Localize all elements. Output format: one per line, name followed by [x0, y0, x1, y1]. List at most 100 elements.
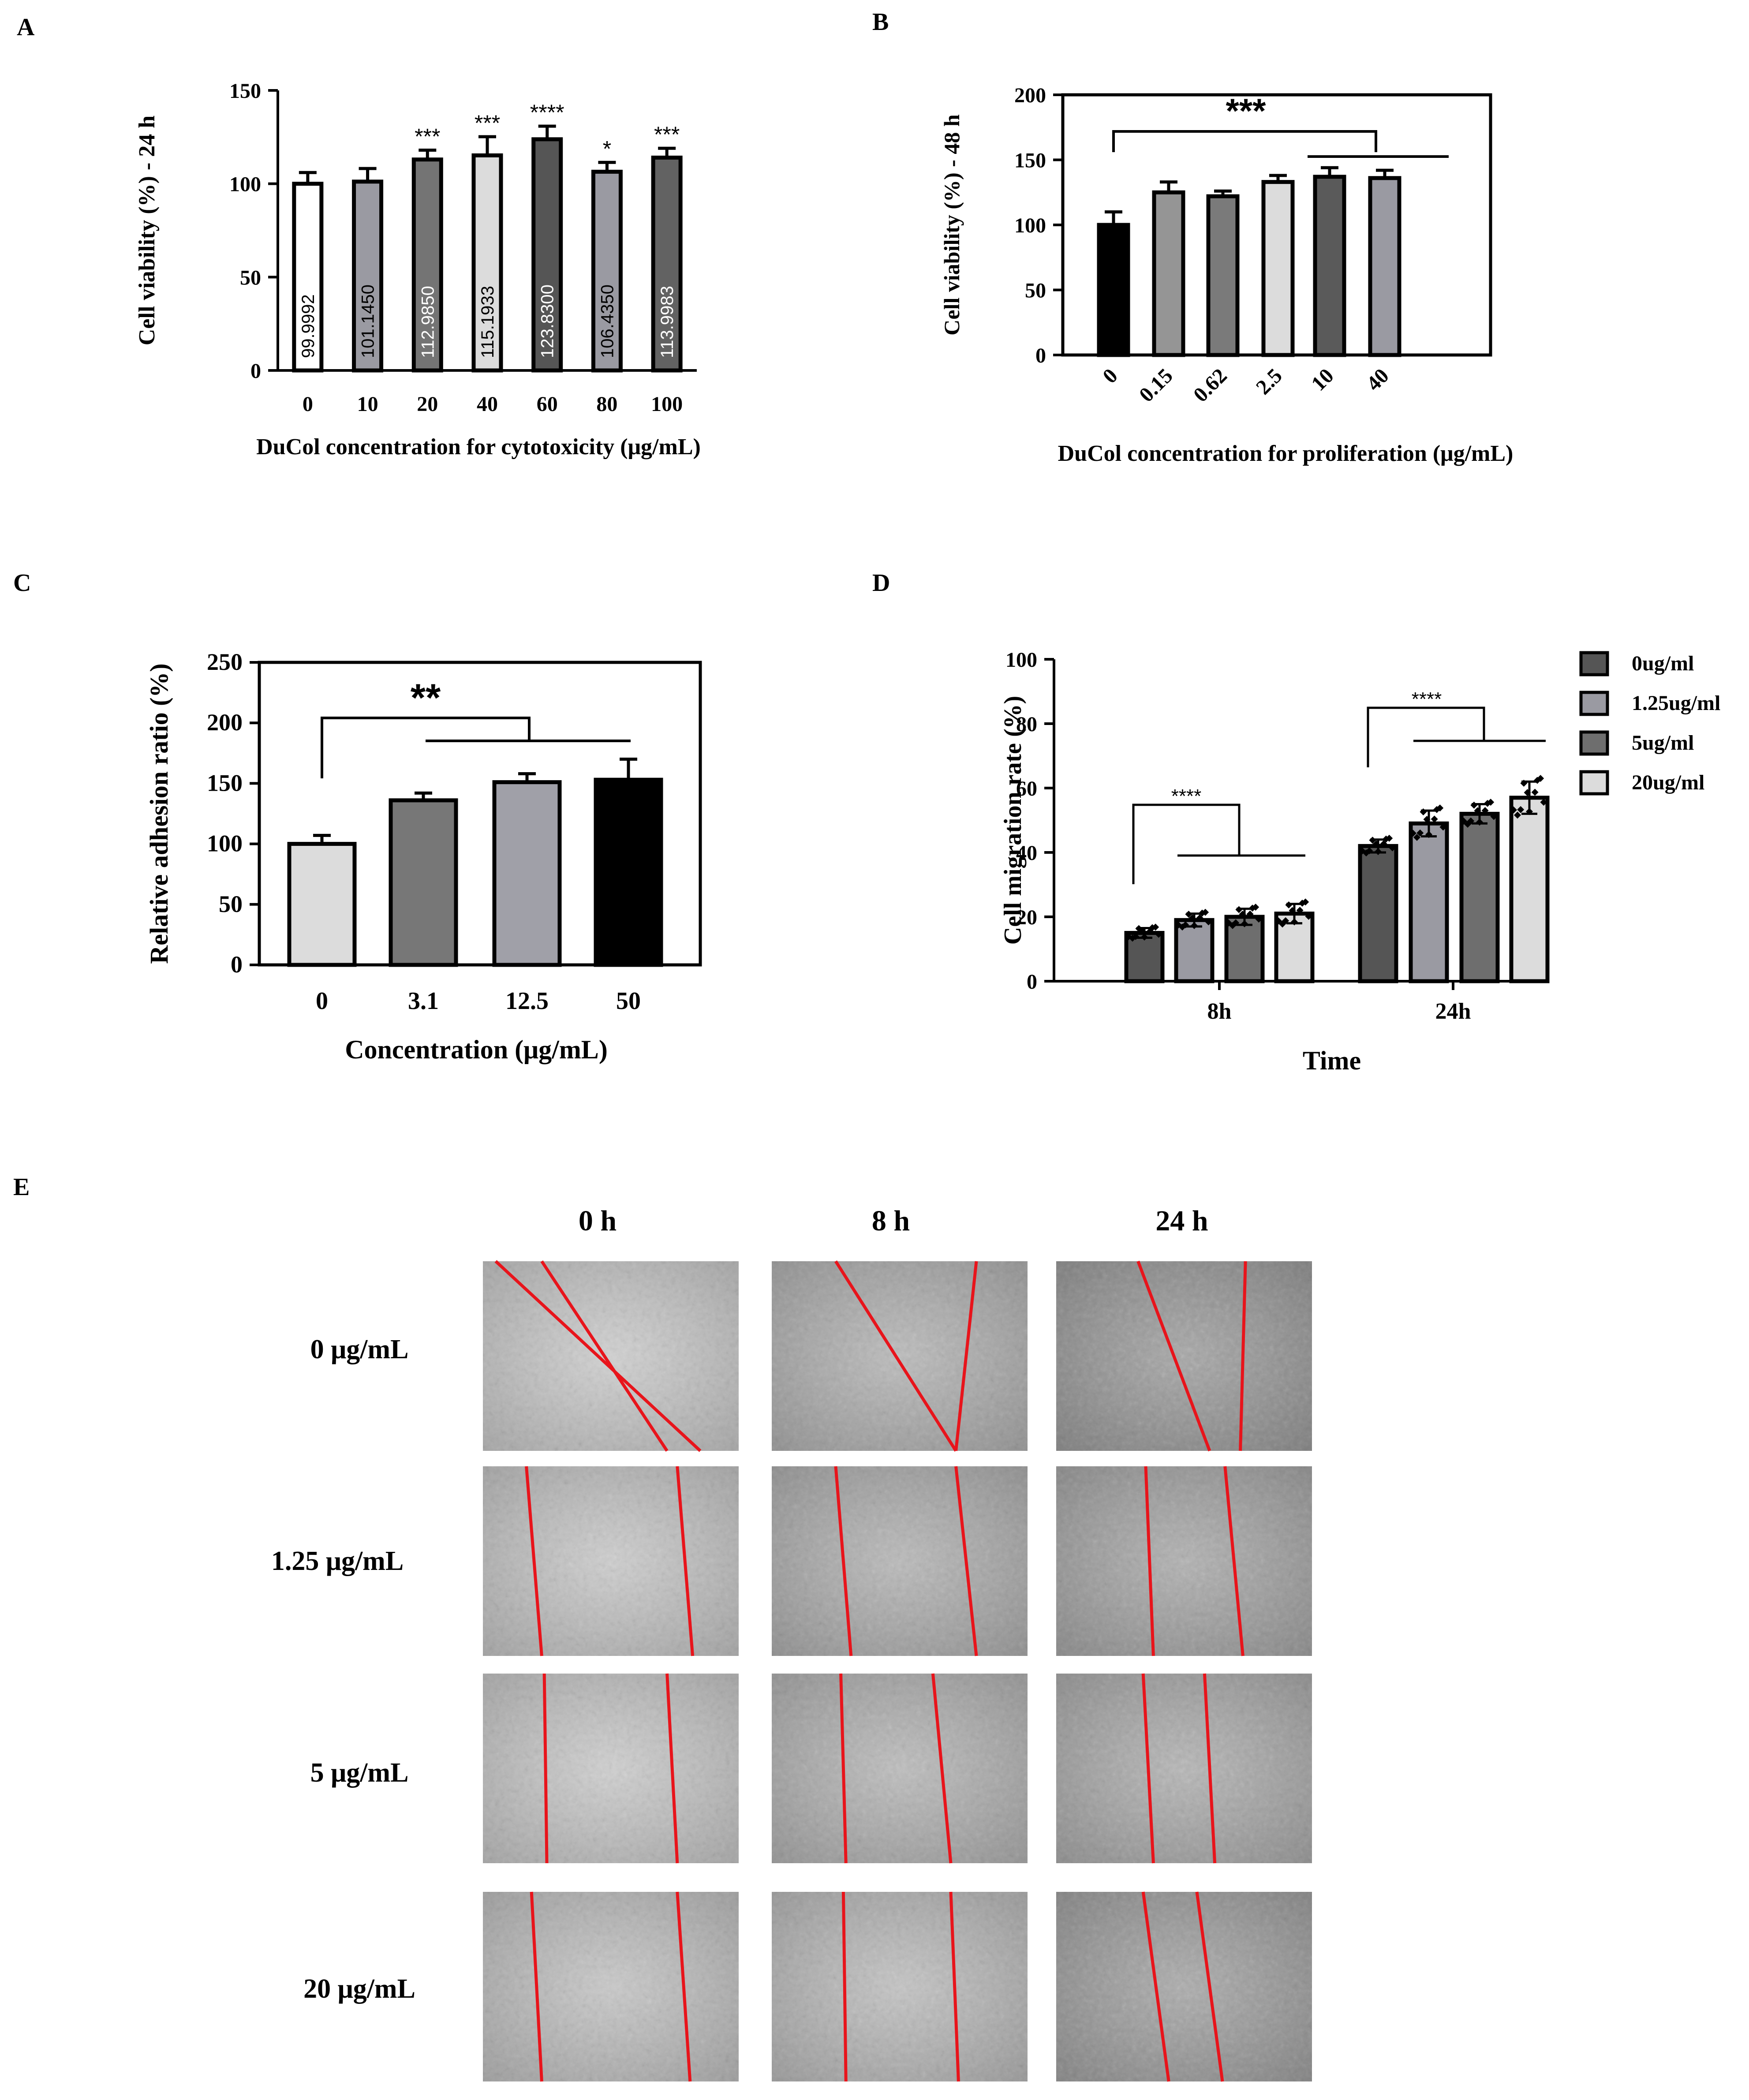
y-tick-label: 200	[1014, 84, 1046, 107]
bar	[591, 169, 623, 373]
scratch-edge-line	[954, 1261, 978, 1451]
replicate-point	[1464, 821, 1471, 828]
bar	[1174, 918, 1215, 983]
y-tick-label: 150	[1014, 149, 1046, 172]
x-tick-label: 0	[316, 987, 328, 1015]
replicate-point	[1205, 918, 1212, 926]
y-axis-title: Cell viability (%) - 24 h	[135, 116, 160, 346]
bar-value-label: 106.4350	[598, 284, 617, 358]
scratch-edge-line	[954, 1466, 978, 1656]
column-header: 8 h	[872, 1205, 910, 1237]
x-tick-label: 50	[616, 987, 641, 1015]
y-tick-label: 100	[229, 173, 261, 196]
bar	[287, 842, 357, 967]
x-tick-label: 8h	[1207, 999, 1232, 1024]
bar	[1097, 223, 1130, 357]
bar-value-label: 99.9992	[299, 294, 318, 358]
replicate-point	[1196, 914, 1203, 922]
y-tick-label: 40	[1016, 841, 1037, 865]
y-axis-title: Relative adhesion ratio (%)	[145, 663, 173, 964]
replicate-point	[1510, 806, 1517, 814]
micrograph-vignette	[483, 1466, 739, 1656]
panel-label-c: C	[13, 569, 31, 597]
y-tick-label: 150	[229, 79, 261, 103]
y-axis-title: Cell migration rate (%)	[999, 696, 1027, 945]
replicate-point	[1409, 830, 1416, 837]
bar-value-label: 115.1933	[478, 286, 497, 358]
significance-marker: *	[603, 136, 611, 161]
significance-marker: ****	[1412, 688, 1442, 710]
y-tick-label: 50	[1025, 279, 1046, 303]
legend-swatch	[1579, 651, 1609, 676]
column-header: 24 h	[1155, 1205, 1208, 1237]
replicate-point	[1460, 818, 1467, 825]
significance-bracket	[1112, 130, 1377, 152]
x-tick-label: 40	[1362, 364, 1393, 395]
replicate-point	[1155, 930, 1162, 938]
bar	[1459, 811, 1500, 983]
micrograph-vignette	[772, 1261, 1028, 1451]
y-tick-label: 50	[219, 891, 243, 917]
scratch-edge-line	[676, 1466, 695, 1656]
x-tick-label: 100	[651, 392, 683, 416]
bar	[1368, 176, 1401, 357]
x-tick-label: 60	[537, 392, 558, 416]
chart-c-adhesion: 0 50 100 150 200 250 Relative adhesion ratio (…	[145, 649, 702, 1064]
legend-label: 1.25ug/ml	[1632, 691, 1720, 715]
x-tick-label: 20	[417, 392, 438, 416]
significance-marker: **	[411, 676, 441, 719]
x-tick-label: 3.1	[408, 987, 439, 1015]
x-tick-label: 12.5	[505, 987, 549, 1015]
x-tick-label: 0.62	[1189, 364, 1232, 407]
y-tick-label: 80	[1016, 713, 1037, 736]
replicate-point	[1416, 829, 1424, 837]
significance-marker: ***	[654, 122, 680, 147]
legend-label: 5ug/ml	[1632, 731, 1694, 755]
x-axis-title: DuCol concentration for proliferation (μ…	[1058, 441, 1514, 466]
significance-marker: ***	[415, 124, 440, 149]
replicate-point	[1363, 849, 1370, 857]
replicate-point	[1296, 907, 1304, 914]
plot-frame	[258, 661, 702, 967]
row-header: 1.25 μg/mL	[271, 1546, 404, 1576]
legend-swatch	[1579, 691, 1609, 716]
replicate-point	[1305, 912, 1312, 920]
scratch-edge-line	[1141, 1673, 1155, 1864]
scratch-edge-line	[931, 1673, 953, 1864]
replicate-point	[1179, 923, 1186, 931]
micrograph-vignette	[483, 1261, 739, 1451]
scratch-edge-line	[676, 1891, 692, 2082]
panel-e-scratch-assay: 0 h 8 h 24 h 0 μg/mL 1.25 μg/mL 5 μg/mL 20 μg/…	[271, 1205, 1312, 2082]
micrograph-vignette	[1056, 1674, 1312, 1863]
bar	[1206, 194, 1240, 357]
micrograph-vignette	[1056, 1261, 1312, 1451]
x-tick-label: 2.5	[1252, 364, 1287, 399]
y-tick-label: 150	[207, 770, 243, 796]
row-header: 5 μg/mL	[310, 1758, 409, 1788]
bar	[1313, 175, 1346, 357]
x-tick-label: 24h	[1435, 999, 1471, 1024]
replicate-point	[1389, 844, 1396, 852]
replicate-point	[1540, 799, 1547, 806]
bar	[531, 137, 563, 373]
scratch-edge-line	[834, 1260, 957, 1452]
bar-value-label: 101.1450	[359, 284, 378, 358]
bar-value-label: 113.9983	[658, 286, 677, 358]
replicate-point	[1431, 815, 1438, 823]
panel-label-a: A	[17, 14, 35, 41]
bar	[1409, 821, 1449, 983]
row-header: 20 μg/mL	[303, 1974, 415, 2004]
bar	[651, 155, 683, 373]
replicate-point	[1517, 806, 1525, 813]
replicate-point	[1275, 917, 1282, 925]
y-tick-label: 0	[1035, 344, 1046, 367]
scratch-edge-line	[540, 1260, 669, 1452]
micrograph-vignette	[483, 1892, 739, 2081]
x-tick-label: 0.15	[1135, 364, 1177, 407]
legend-label: 0ug/ml	[1632, 652, 1694, 675]
scratch-edge-line	[1195, 1891, 1224, 2082]
scratch-edge-line	[1141, 1891, 1170, 2082]
y-tick-label: 250	[207, 649, 243, 675]
